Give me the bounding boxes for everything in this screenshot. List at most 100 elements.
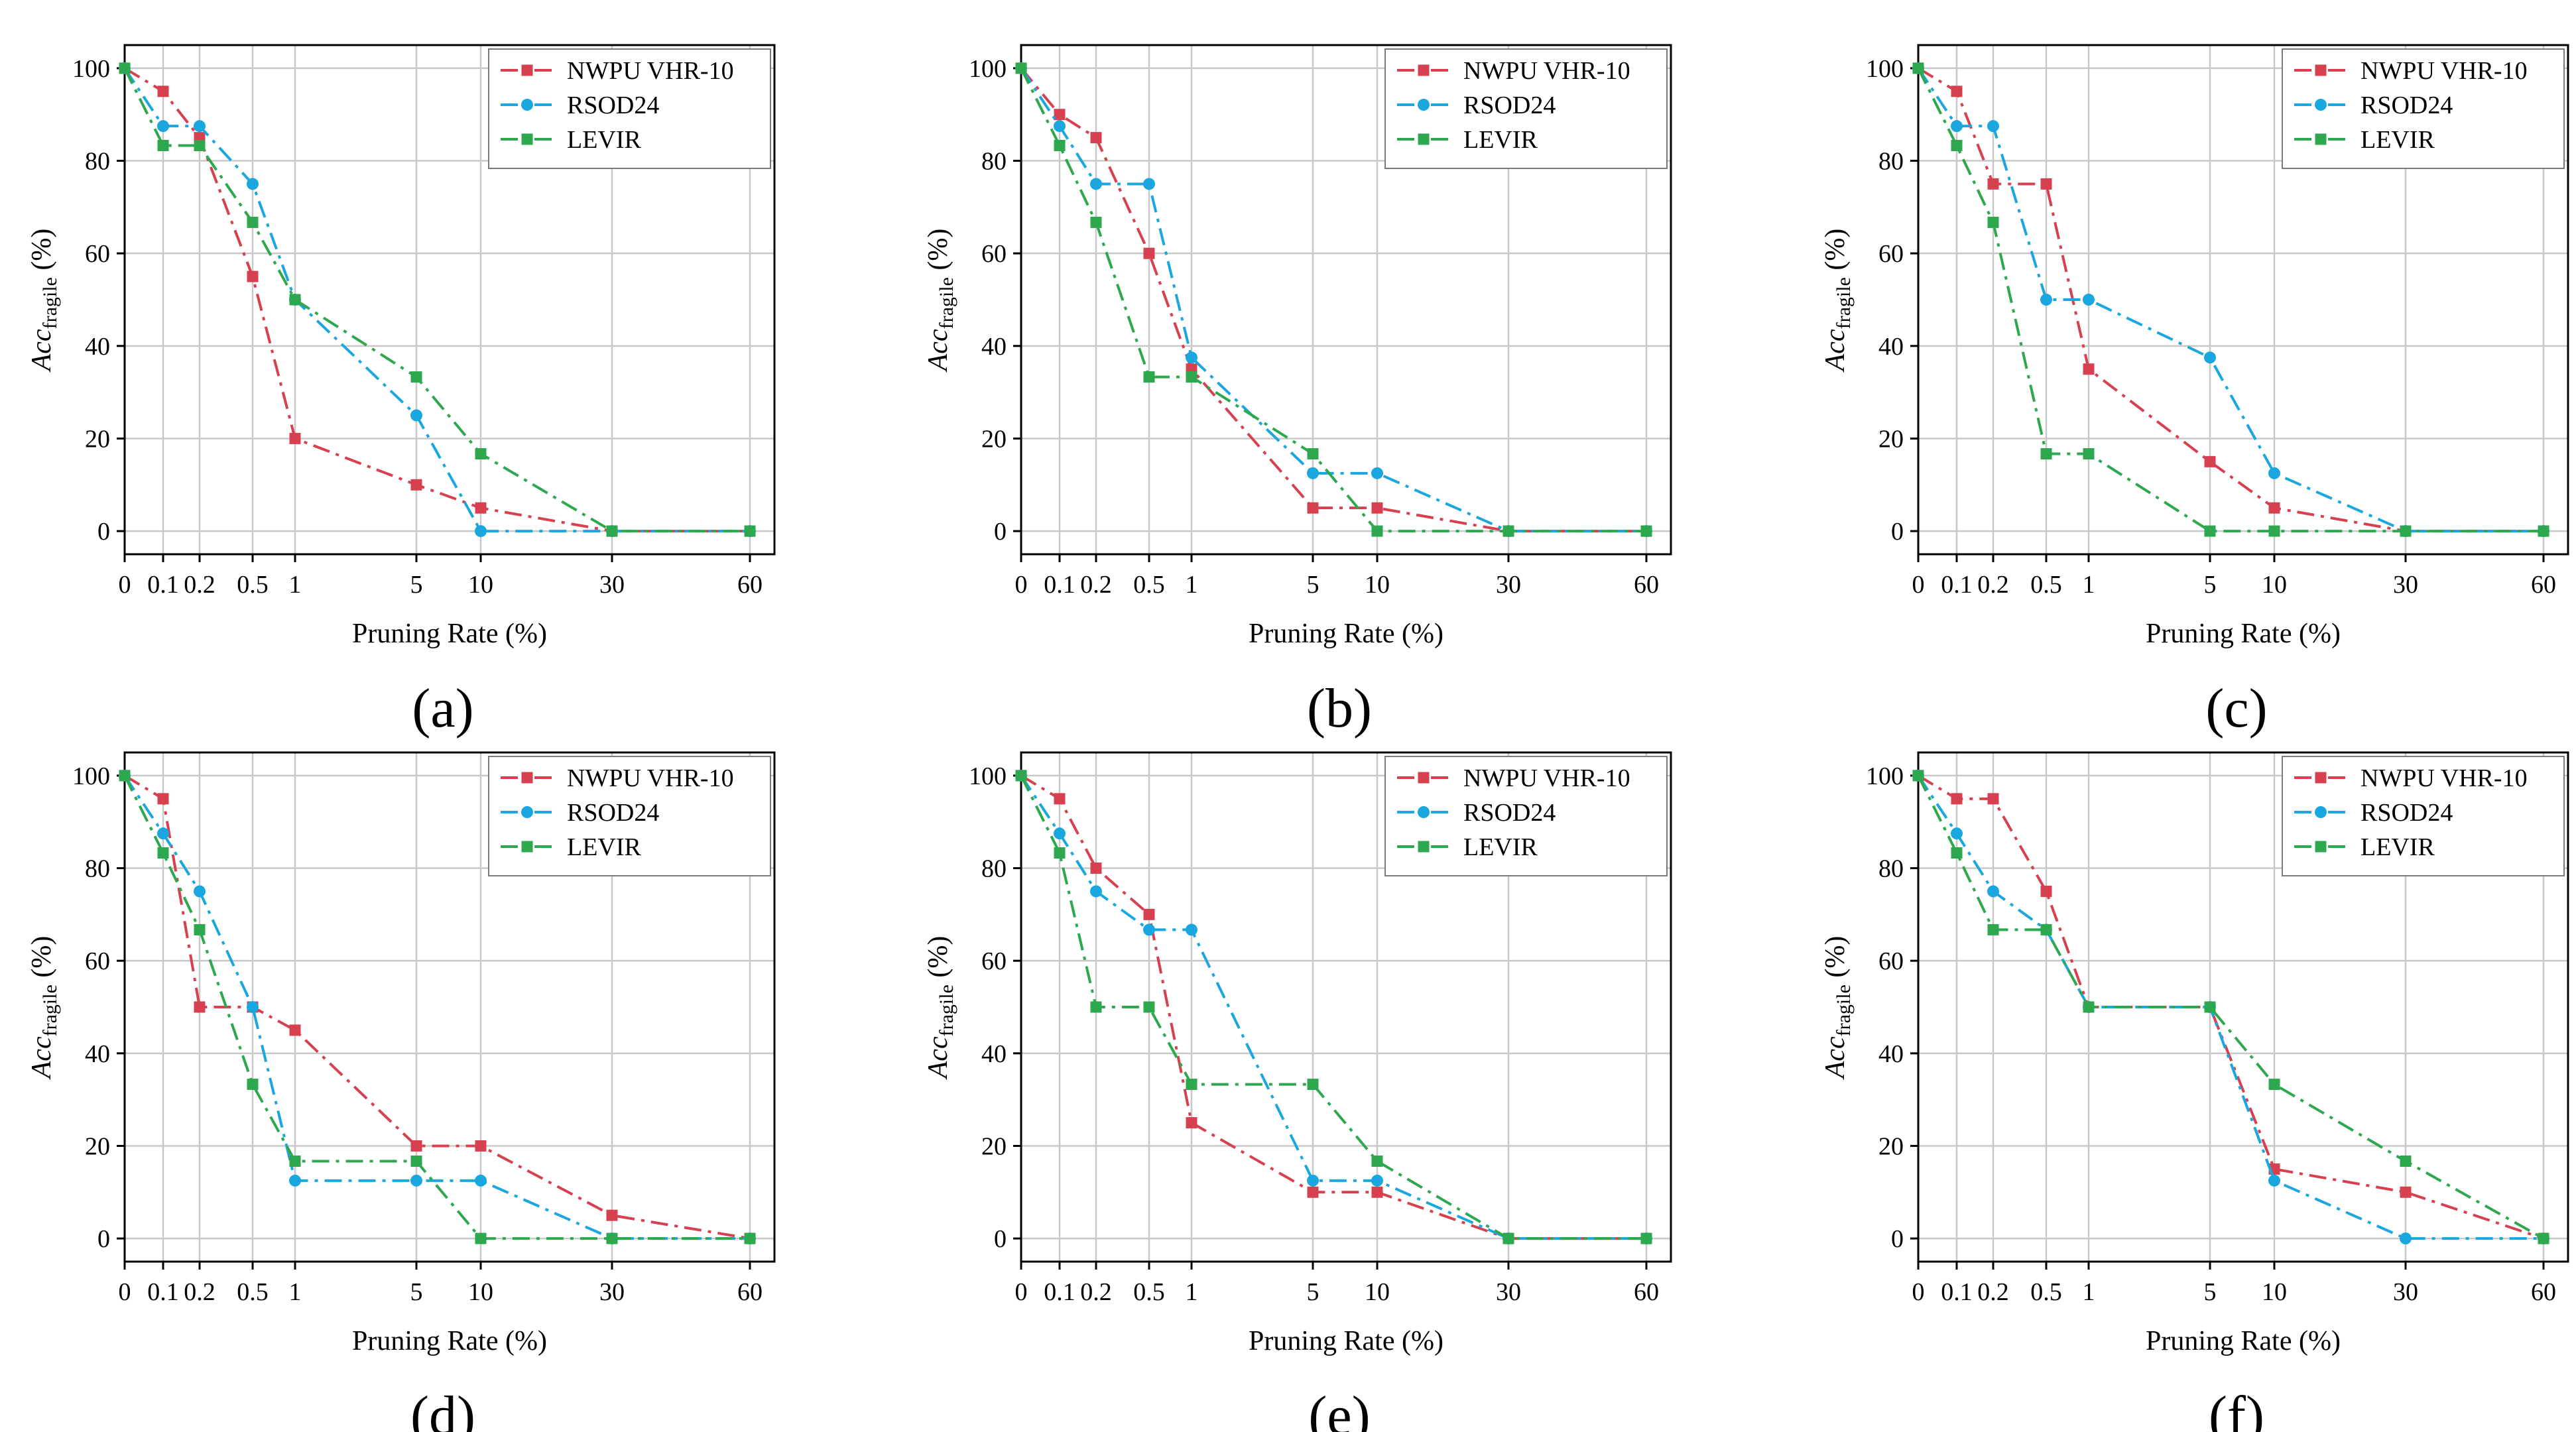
y-axis-title-unit: (%) [923,229,953,277]
data-point [1186,1079,1197,1091]
legend-label: RSOD24 [1463,91,1556,119]
data-point [475,1232,487,1244]
y-tick-label: 40 [1878,333,1904,361]
y-tick-label: 100 [72,55,110,83]
x-tick-label: 10 [2262,1278,2287,1306]
chart-panel: 0 20 40 60 80 100 0 0.1 0.2 0.5 1 5 10 30 60 Pruning Ra… [27,44,776,739]
legend-label: RSOD24 [567,799,659,827]
y-axis-title: Accfragile (%) [27,229,61,373]
x-tick-label: 0 [1015,1278,1028,1306]
x-tick-label: 10 [468,571,493,599]
y-tick-label: 80 [85,148,110,176]
legend-marker [2315,64,2327,76]
data-point [2083,448,2095,459]
panel-label: (c) [2205,678,2267,739]
data-point [1015,62,1027,74]
data-point [1143,1001,1155,1013]
data-point [475,448,487,459]
data-point [1987,885,1999,898]
x-tick-label: 60 [2531,571,2556,599]
data-point [744,1232,756,1244]
panel-label: (d) [410,1385,475,1432]
data-point [2204,455,2216,467]
data-point [157,140,169,152]
x-tick-label: 30 [2393,1278,2418,1306]
data-point [1090,885,1102,898]
y-tick-label: 40 [1878,1040,1904,1068]
legend-label: NWPU VHR-10 [1463,57,1630,85]
x-tick-label: 1 [289,571,302,599]
data-point [157,86,169,97]
legend-label: LEVIR [1463,833,1538,861]
x-tick-label: 30 [599,571,625,599]
x-tick-label: 1 [2083,571,2095,599]
data-point [606,525,618,537]
data-point [289,1174,301,1187]
data-point [2400,525,2412,537]
data-point [1186,371,1197,383]
y-tick-label: 0 [994,1225,1007,1253]
data-point [1054,109,1066,121]
legend-label: RSOD24 [567,91,659,119]
x-tick-label: 30 [599,1278,625,1306]
x-tick-label: 10 [1365,1278,1390,1306]
data-point [475,1140,487,1152]
chart-panel: 0 20 40 60 80 100 0 0.1 0.2 0.5 1 5 10 30 60 Pruning Ra… [27,751,776,1432]
chart-panel: 0 20 40 60 80 100 0 0.1 0.2 0.5 1 5 10 30 60 Pruning Ra… [923,751,1672,1432]
x-tick-label: 0.2 [1977,571,2009,599]
data-point [1186,924,1197,936]
x-tick-label: 60 [1634,1278,1659,1306]
y-tick-label: 100 [969,55,1007,83]
legend-marker [521,806,533,818]
x-axis-title: Pruning Rate (%) [2146,1326,2341,1356]
x-tick-label: 0.2 [1977,1278,2009,1306]
data-point [157,120,169,133]
x-tick-label: 60 [737,571,763,599]
y-tick-label: 0 [97,1225,110,1253]
data-point [410,1140,422,1152]
y-tick-label: 0 [994,518,1007,546]
data-point [2400,1186,2412,1198]
data-point [2268,1079,2280,1091]
y-tick-label: 80 [85,855,110,883]
x-tick-label: 0.1 [1044,571,1075,599]
x-tick-label: 5 [1307,1278,1319,1306]
x-tick-label: 60 [2531,1278,2556,1306]
data-point [2083,294,2095,306]
data-point [289,1155,301,1167]
data-point [247,270,259,282]
plot-frame [1020,44,1672,556]
y-tick-label: 40 [85,333,110,361]
data-point [410,1155,422,1167]
data-point [1912,62,1924,74]
series-line [1917,774,2544,1240]
x-tick-label: 0.2 [184,1278,215,1306]
x-tick-label: 60 [1634,571,1659,599]
data-point [1090,1001,1102,1013]
y-tick-label: 100 [969,762,1007,790]
data-point [1951,827,1963,840]
data-point [1951,847,1963,859]
y-axis-title-unit: (%) [27,229,57,277]
x-tick-label: 0.5 [237,571,269,599]
x-tick-label: 30 [2393,571,2418,599]
y-axis-title-unit: (%) [1820,936,1851,984]
x-tick-label: 0.5 [2030,1278,2062,1306]
legend-marker [1418,841,1430,853]
x-tick-label: 5 [2204,1278,2217,1306]
x-tick-label: 5 [1307,571,1319,599]
y-axis-title-sub: fragile [1833,277,1855,329]
legend-label: NWPU VHR-10 [2361,57,2528,85]
y-tick-label: 80 [981,148,1007,176]
y-tick-label: 20 [981,425,1007,453]
data-point [1371,1155,1383,1167]
data-point [2268,467,2280,479]
x-tick-label: 0.1 [1941,571,1973,599]
data-point [1307,502,1319,514]
data-point [606,1232,618,1244]
legend-marker [2315,772,2327,784]
x-tick-label: 10 [2262,571,2287,599]
legend-marker [2315,841,2327,853]
y-tick-label: 20 [1878,1132,1904,1160]
